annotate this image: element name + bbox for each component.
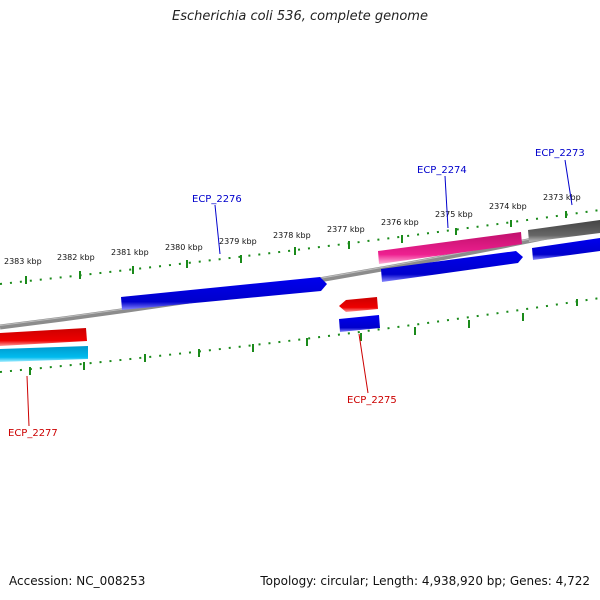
map-title: Escherichia coli 536, complete genome: [172, 9, 428, 24]
leader-line-ecp-2276: [214, 204, 221, 255]
gene-label-ecp-2273[interactable]: ECP_2273: [535, 148, 585, 159]
tick-labels: 2373 kbp 2374 kbp 2375 kbp 2376 kbp 2377…: [4, 193, 581, 266]
tick-label: 2379 kbp: [219, 237, 257, 246]
tick-label: 2383 kbp: [4, 257, 42, 266]
outer-tick-track: [0, 209, 600, 285]
leader-line-ecp-2277: [26, 375, 30, 427]
inner-tick-track: [0, 297, 600, 373]
accession-text: Accession: NC_008253: [9, 574, 146, 588]
tick-label: 2376 kbp: [381, 218, 419, 227]
tick-label: 2380 kbp: [165, 243, 203, 252]
genome-stats-text: Topology: circular; Length: 4,938,920 bp…: [260, 574, 590, 588]
gene-feature-ecp-2275-red[interactable]: [339, 297, 378, 312]
leader-line-ecp-2273: [564, 159, 573, 206]
gene-label-ecp-2275[interactable]: ECP_2275: [347, 395, 397, 406]
leader-line-ecp-2274: [444, 175, 449, 229]
gene-feature-ecp-2277-cyan[interactable]: [0, 346, 88, 362]
gene-label-ecp-2277[interactable]: ECP_2277: [8, 428, 58, 439]
gene-label-ecp-2276[interactable]: ECP_2276: [192, 194, 242, 205]
tick-label: 2382 kbp: [57, 253, 95, 262]
tick-label: 2378 kbp: [273, 231, 311, 240]
tick-label: 2377 kbp: [327, 225, 365, 234]
gene-feature-ecp-2273-blue[interactable]: [532, 238, 600, 260]
inner-major-ticks: [29, 299, 578, 375]
leader-line-ecp-2275: [358, 333, 369, 394]
gene-feature-ecp-2274-pink[interactable]: [378, 232, 522, 264]
tick-label: 2373 kbp: [543, 193, 581, 202]
gene-feature-ecp-2275-blue[interactable]: [339, 315, 380, 332]
tick-label: 2375 kbp: [435, 210, 473, 219]
gene-label-ecp-2274[interactable]: ECP_2274: [417, 165, 467, 176]
gene-feature-ecp-2273-gray[interactable]: [528, 220, 600, 242]
gene-feature-ecp-2274-blue[interactable]: [381, 251, 523, 282]
tick-label: 2374 kbp: [489, 202, 527, 211]
tick-label: 2381 kbp: [111, 248, 149, 257]
gene-feature-ecp-2276[interactable]: [121, 277, 327, 310]
gene-feature-ecp-2277-red[interactable]: [0, 328, 87, 346]
outer-major-ticks: [25, 211, 567, 284]
